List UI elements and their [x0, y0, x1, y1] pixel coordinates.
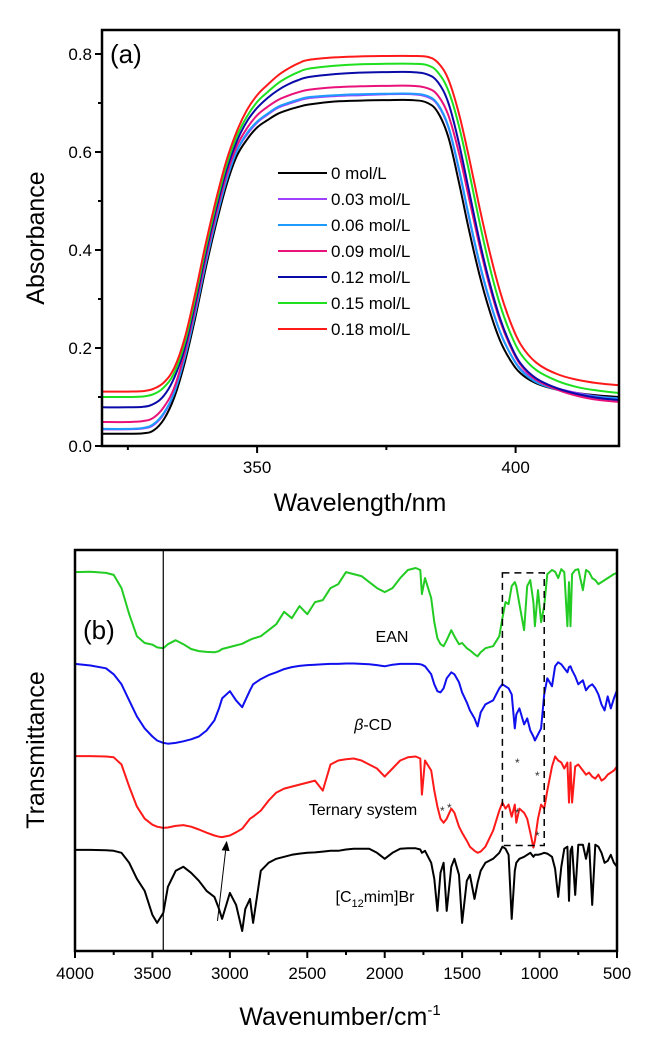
asterisk-marker: * — [447, 801, 452, 815]
legend-label: 0.09 mol/L — [331, 242, 410, 261]
x-tick-label: 4000 — [56, 964, 94, 983]
y-tick-label: 0.6 — [68, 143, 92, 162]
x-tick-label: 3000 — [211, 964, 249, 983]
label-beta-cd: β-CD — [353, 717, 392, 734]
series-line-0-06-mol-l — [101, 92, 620, 430]
highlight-dashed-box — [501, 572, 545, 847]
label-c12-subscript: 12 — [352, 898, 364, 910]
panel-a-label: (a) — [110, 39, 142, 69]
legend-item: 0.15 mol/L — [278, 294, 410, 313]
series-line-0-18-mol-l — [101, 54, 620, 393]
x-tick-label: 350 — [243, 458, 271, 477]
x-tick-label: 1000 — [521, 964, 559, 983]
label-c12-suffix: mim]Br — [364, 889, 415, 906]
arrow-head-icon — [221, 840, 230, 852]
panel-b-label: (b) — [83, 615, 115, 645]
legend-item: 0 mol/L — [278, 164, 387, 183]
asterisk-marker: * — [535, 769, 540, 783]
panel-b-curves — [74, 567, 618, 932]
label-ean: EAN — [376, 629, 409, 646]
x-title-main: Wavenumber/cm — [239, 1003, 427, 1031]
label-cd: -CD — [363, 717, 391, 734]
y-tick-label: 0.0 — [68, 437, 92, 456]
panel-b-chart: 4000 3500 3000 2500 2000 1500 1000 500 (b) EAN … — [22, 548, 631, 1031]
legend-label: 0.03 mol/L — [331, 190, 410, 209]
series-line-c12mim-br — [75, 842, 618, 932]
label-ternary-system: Ternary system — [309, 802, 417, 819]
panel-b-x-axis-title: Wavenumber/cm-1 — [239, 1002, 440, 1031]
panel-a-ticks: 350 400 0.0 0.2 0.4 0.6 0.8 — [68, 45, 529, 477]
legend-label: 0.18 mol/L — [331, 320, 410, 339]
label-beta-symbol: β — [353, 717, 363, 734]
x-tick-label: 500 — [603, 964, 631, 983]
x-title-superscript: -1 — [427, 1002, 440, 1019]
x-tick-label: 3500 — [134, 964, 172, 983]
series-line-ternary-system — [75, 755, 618, 854]
panel-a-frame — [100, 28, 621, 448]
arrow-annotation — [216, 840, 230, 921]
asterisk-marker: * — [515, 756, 520, 770]
panel-a-x-axis-title: Wavelength/nm — [274, 489, 447, 517]
label-c12mim-br: [C12mim]Br — [336, 889, 416, 910]
series-line-0-12-mol-l — [101, 70, 620, 409]
series-line-ean — [74, 567, 618, 658]
legend-item: 0.03 mol/L — [278, 190, 410, 209]
legend-label: 0 mol/L — [331, 164, 387, 183]
x-tick-label: 1500 — [443, 964, 481, 983]
legend-label: 0.15 mol/L — [331, 294, 410, 313]
arrow-shaft — [216, 850, 227, 921]
x-tick-label: 2500 — [288, 964, 326, 983]
series-line-0-15-mol-l — [101, 62, 620, 399]
x-tick-label: 400 — [501, 458, 529, 477]
asterisk-marker: * — [515, 806, 520, 820]
legend-item: 0.18 mol/L — [278, 320, 410, 339]
asterisk-marker: * — [440, 804, 445, 818]
panel-b-ticks: 4000 3500 3000 2500 2000 1500 1000 500 — [56, 951, 631, 983]
legend-item: 0.09 mol/L — [278, 242, 410, 261]
legend-label: 0.06 mol/L — [331, 216, 410, 235]
series-line-cd — [74, 661, 618, 745]
y-tick-label: 0.8 — [68, 45, 92, 64]
series-line-0-mol-l — [101, 98, 620, 435]
label-c12-prefix: [C — [336, 889, 352, 906]
legend-item: 0.12 mol/L — [278, 268, 410, 287]
panel-a-y-axis-title: Absorbance — [22, 171, 50, 304]
legend-label: 0.12 mol/L — [331, 268, 410, 287]
panel-a-chart: 350 4000.00.20.40.60.8 (a) Wavelength/nm … — [22, 28, 621, 517]
y-tick-label: 0.4 — [68, 241, 92, 260]
x-tick-label: 2000 — [366, 964, 404, 983]
panel-a-legend: 0 mol/L 0.03 mol/L 0.06 mol/L 0.09 mol/L 0.1… — [278, 164, 410, 339]
asterisk-marker: * — [535, 829, 540, 843]
panel-b-y-axis-title: Transmittance — [22, 671, 50, 828]
y-tick-label: 0.2 — [68, 339, 92, 358]
legend-item: 0.06 mol/L — [278, 216, 410, 235]
panel-a-curves — [101, 54, 620, 435]
